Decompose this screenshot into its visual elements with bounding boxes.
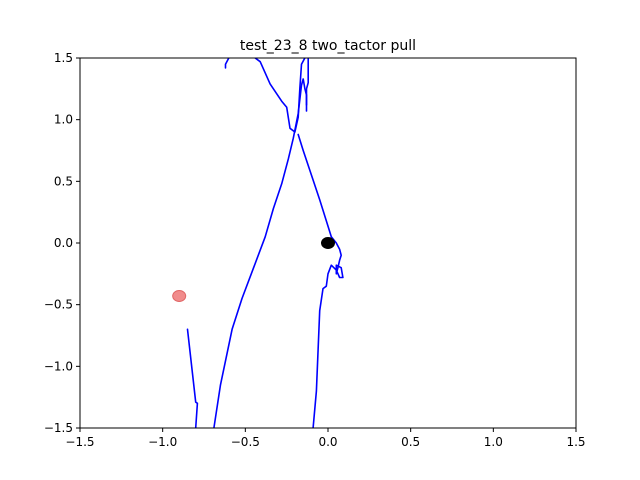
y-tick-label: 1.0 <box>54 113 73 127</box>
trajectory-line-4 <box>297 133 344 428</box>
marker-point-1 <box>172 290 187 302</box>
y-tick-label: 1.5 <box>54 51 73 65</box>
chart-title: test_23_8 two_tactor pull <box>240 38 416 54</box>
y-tick-label: 0.0 <box>54 236 73 250</box>
y-tick-label: −1.5 <box>44 421 73 435</box>
trajectory-line-2 <box>213 78 308 428</box>
trajectory-line-3 <box>224 58 310 133</box>
x-tick-label: 0.5 <box>401 435 420 449</box>
y-tick-label: 0.5 <box>54 174 73 188</box>
marker-point-2 <box>321 237 335 249</box>
x-tick-label: −1.5 <box>65 435 94 449</box>
axes: −1.5 −1.0 −0.5 0.0 0.5 1.0 1.5 −1.5 −1.0 −0.5 0.0 0… <box>44 51 586 449</box>
x-tick-label: 1.0 <box>484 435 503 449</box>
x-tick-label: 0.0 <box>318 435 337 449</box>
plot-area <box>172 58 344 428</box>
y-tick-label: −0.5 <box>44 298 73 312</box>
x-tick-label: −1.0 <box>148 435 177 449</box>
y-tick-label: −1.0 <box>44 359 73 373</box>
x-tick-label: −0.5 <box>231 435 260 449</box>
trajectory-line-1 <box>186 328 199 428</box>
x-tick-label: 1.5 <box>566 435 585 449</box>
